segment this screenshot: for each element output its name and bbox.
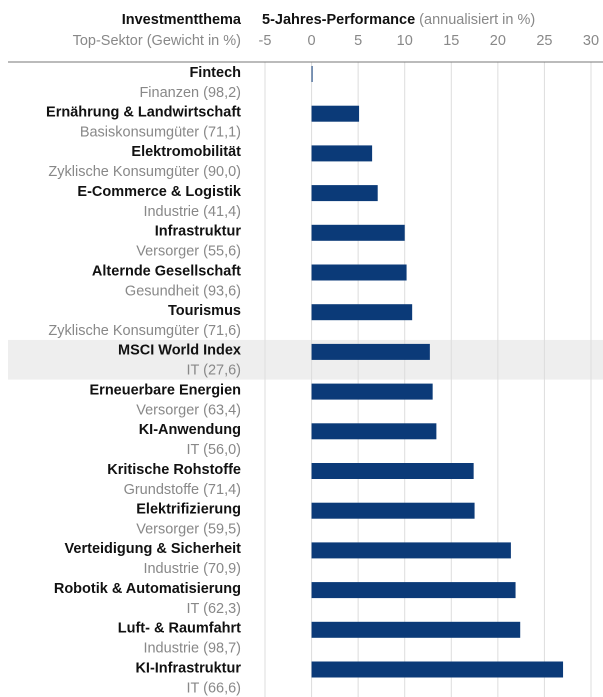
category-label: Robotik & Automatisierung — [54, 581, 241, 597]
sector-label: Industrie (98,7) — [143, 641, 241, 657]
chart-title: 5-Jahres-Performance — [262, 12, 415, 28]
bar — [311, 185, 378, 202]
bar — [311, 105, 360, 122]
bar — [311, 343, 430, 360]
bar — [311, 582, 516, 599]
category-label: Verteidigung & Sicherheit — [65, 541, 242, 557]
x-tick-label: 20 — [490, 33, 506, 49]
category-label: Elektromobilität — [131, 144, 241, 160]
sector-label: Basiskonsumgüter (71,1) — [80, 125, 241, 141]
sector-label: IT (27,6) — [186, 363, 241, 379]
x-tick-label: 25 — [536, 33, 552, 49]
chart-title-group: 5-Jahres-Performance (annualisiert in %) — [262, 12, 535, 28]
category-label: Alternde Gesellschaft — [92, 263, 241, 279]
sector-label: Finanzen (98,2) — [139, 85, 241, 101]
bar — [311, 264, 407, 281]
category-label: Tourismus — [168, 303, 241, 319]
sector-label: IT (62,3) — [186, 601, 241, 617]
sector-label: Versorger (55,6) — [136, 244, 241, 260]
highlight-row — [8, 339, 603, 380]
sector-label: IT (56,0) — [186, 442, 241, 458]
sector-label: Zyklische Konsumgüter (71,6) — [48, 323, 241, 339]
bar — [311, 661, 564, 678]
sector-label: Industrie (41,4) — [143, 204, 241, 220]
sector-label: Versorger (59,5) — [136, 522, 241, 538]
label-header: Investmentthema — [122, 12, 242, 28]
category-label: E-Commerce & Logistik — [77, 184, 241, 200]
category-label: KI-Infrastruktur — [135, 660, 241, 676]
sector-label: Versorger (63,4) — [136, 402, 241, 418]
x-tick-label: 15 — [443, 33, 459, 49]
category-label: MSCI World Index — [118, 343, 241, 359]
bar — [311, 224, 405, 241]
bar — [311, 621, 521, 638]
x-tick-label: 30 — [583, 33, 599, 49]
x-tick-label: 5 — [354, 33, 362, 49]
bar — [311, 145, 373, 162]
category-label: Infrastruktur — [155, 224, 242, 240]
chart-subtitle: (annualisiert in %) — [419, 12, 535, 28]
category-label: Erneuerbare Energien — [90, 382, 242, 398]
bar — [311, 542, 511, 559]
bar — [311, 304, 413, 321]
category-label: Kritische Rohstoffe — [107, 462, 241, 478]
bar — [311, 383, 433, 400]
category-label: Luft- & Raumfahrt — [118, 621, 241, 637]
x-tick-label: 10 — [397, 33, 413, 49]
bar — [311, 423, 437, 440]
bar — [311, 66, 313, 82]
bar — [311, 463, 474, 479]
category-label: Ernährung & Landwirtschaft — [46, 105, 241, 121]
x-tick-label: -5 — [259, 33, 272, 49]
sector-label: Zyklische Konsumgüter (90,0) — [48, 164, 241, 180]
sector-label: Industrie (70,9) — [143, 561, 241, 577]
sector-label: IT (66,6) — [186, 680, 241, 696]
sector-label: Grundstoffe (71,4) — [124, 482, 241, 498]
sublabel-header: Top-Sektor (Gewicht in %) — [73, 33, 241, 49]
category-label: Fintech — [189, 65, 241, 81]
bar — [311, 502, 475, 519]
sector-label: Gesundheit (93,6) — [125, 283, 241, 299]
category-label: KI-Anwendung — [139, 422, 241, 438]
category-label: Elektrifizierung — [136, 502, 241, 518]
x-tick-label: 0 — [308, 33, 316, 49]
